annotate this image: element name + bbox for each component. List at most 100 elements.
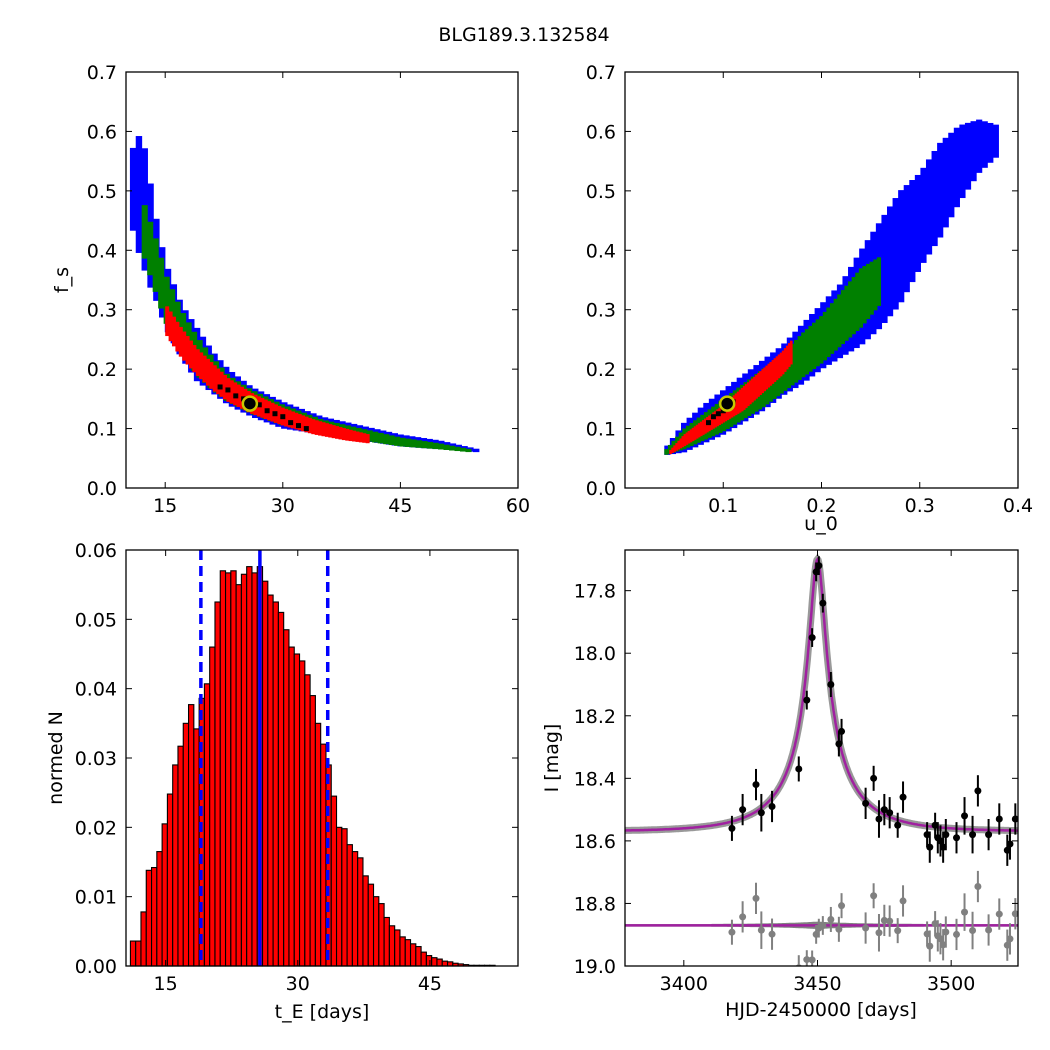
residual-point — [835, 925, 843, 933]
posterior-cell — [454, 446, 461, 452]
y-tick-label: 0.0 — [586, 478, 616, 500]
posterior-cell — [862, 266, 867, 324]
data-point — [1006, 840, 1014, 848]
posterior-cell — [786, 347, 791, 389]
residual-point — [875, 929, 883, 937]
posterior-cell — [720, 406, 724, 424]
posterior-cell — [830, 303, 835, 354]
histogram-bar — [240, 573, 248, 967]
posterior-cell — [826, 307, 831, 358]
posterior-cell — [365, 434, 370, 444]
light-curve-plot — [625, 553, 1018, 966]
histogram-bar — [251, 572, 258, 967]
posterior-cell — [740, 387, 744, 412]
data-point — [1011, 815, 1018, 823]
residual-point — [880, 916, 888, 924]
posterior-cell — [355, 431, 360, 442]
y-tick-label: 18.0 — [574, 643, 616, 665]
posterior-cell — [307, 417, 312, 434]
posterior-cell — [855, 272, 860, 331]
posterior-cell — [229, 380, 234, 404]
posterior-cell — [959, 124, 966, 199]
data-point — [894, 821, 902, 829]
posterior-cell — [848, 281, 853, 338]
posterior-cell — [742, 386, 746, 410]
panel-fs-vs-u0: 0.1 0.2 0.3 0.4 0.0 0.1 0.2 0.3 0.4 0.5 0.6 0.7 u_0 — [586, 62, 1033, 535]
histogram-bar — [309, 695, 316, 967]
posterior-cell — [781, 350, 785, 375]
posterior-cell — [833, 298, 838, 351]
posterior-cell — [135, 136, 143, 253]
posterior-cell — [808, 325, 813, 372]
y-axis-label: I [mag] — [541, 724, 563, 793]
data-point — [862, 799, 870, 807]
y-tick-label: 0.2 — [87, 359, 117, 381]
x-tick-label: 30 — [271, 495, 295, 517]
histogram-bar — [246, 566, 253, 967]
posterior-cell — [840, 290, 846, 345]
posterior-cell — [178, 326, 183, 357]
best-chain-point — [710, 414, 716, 420]
histogram-bar — [383, 916, 390, 967]
residual-point — [808, 956, 816, 964]
posterior-cell — [301, 415, 306, 432]
posterior-cell — [284, 408, 289, 427]
posterior-cell — [749, 380, 752, 405]
residual-point — [995, 910, 1003, 918]
posterior-cell — [948, 132, 955, 218]
y-tick-label: 0.5 — [87, 181, 117, 203]
posterior-cell — [345, 428, 350, 441]
data-point — [768, 802, 776, 810]
posterior-cell — [769, 361, 773, 386]
posterior-cell — [767, 363, 771, 388]
y-tick-label: 0.04 — [75, 679, 117, 701]
residual-point — [838, 902, 846, 910]
posterior-cell — [383, 434, 390, 445]
posterior-cell — [876, 257, 882, 306]
data-point — [819, 599, 827, 607]
best-chain-point — [217, 384, 223, 390]
posterior-cell — [699, 421, 703, 437]
posterior-cell — [673, 445, 676, 452]
x-tick-label: 60 — [506, 495, 530, 517]
best-chain-point — [264, 408, 270, 414]
posterior-cell — [362, 433, 367, 443]
posterior-cell — [744, 384, 748, 408]
posterior-cell — [757, 373, 760, 397]
posterior-cell — [693, 426, 697, 440]
y-tick-label: 0.4 — [586, 240, 616, 262]
posterior-cell — [812, 322, 817, 370]
posterior-cell — [205, 358, 210, 386]
posterior-cell — [399, 437, 406, 447]
posterior-cell — [722, 404, 726, 423]
posterior-cell — [738, 389, 742, 413]
posterior-cell — [909, 180, 916, 283]
histogram-bar — [261, 580, 269, 967]
histogram-bar — [177, 745, 184, 967]
histogram-bar — [341, 828, 348, 967]
x-axis-label: u_0 — [804, 513, 838, 535]
residual-point — [862, 924, 870, 932]
posterior-cell — [773, 358, 777, 382]
posterior-cell — [421, 441, 428, 449]
posterior-cell — [199, 352, 204, 380]
posterior-cell — [219, 371, 224, 397]
histogram-bar — [209, 646, 216, 967]
posterior-cell — [311, 419, 316, 435]
histogram-bar — [187, 704, 195, 967]
data-point — [808, 634, 816, 642]
histogram-bar — [298, 660, 306, 967]
posterior-cell — [873, 259, 878, 311]
histogram-bar — [288, 646, 295, 967]
posterior-cell — [753, 376, 756, 401]
posterior-cell — [209, 362, 214, 389]
x-tick-label: 3450 — [793, 973, 841, 995]
best-chain-point — [706, 420, 712, 426]
y-tick-label: 17.8 — [574, 581, 616, 603]
data-point — [795, 765, 803, 773]
residual-point — [985, 926, 993, 934]
posterior-cell — [260, 397, 265, 418]
posterior-cell — [866, 263, 871, 320]
posterior-cell — [171, 316, 176, 347]
data-point — [875, 815, 883, 823]
